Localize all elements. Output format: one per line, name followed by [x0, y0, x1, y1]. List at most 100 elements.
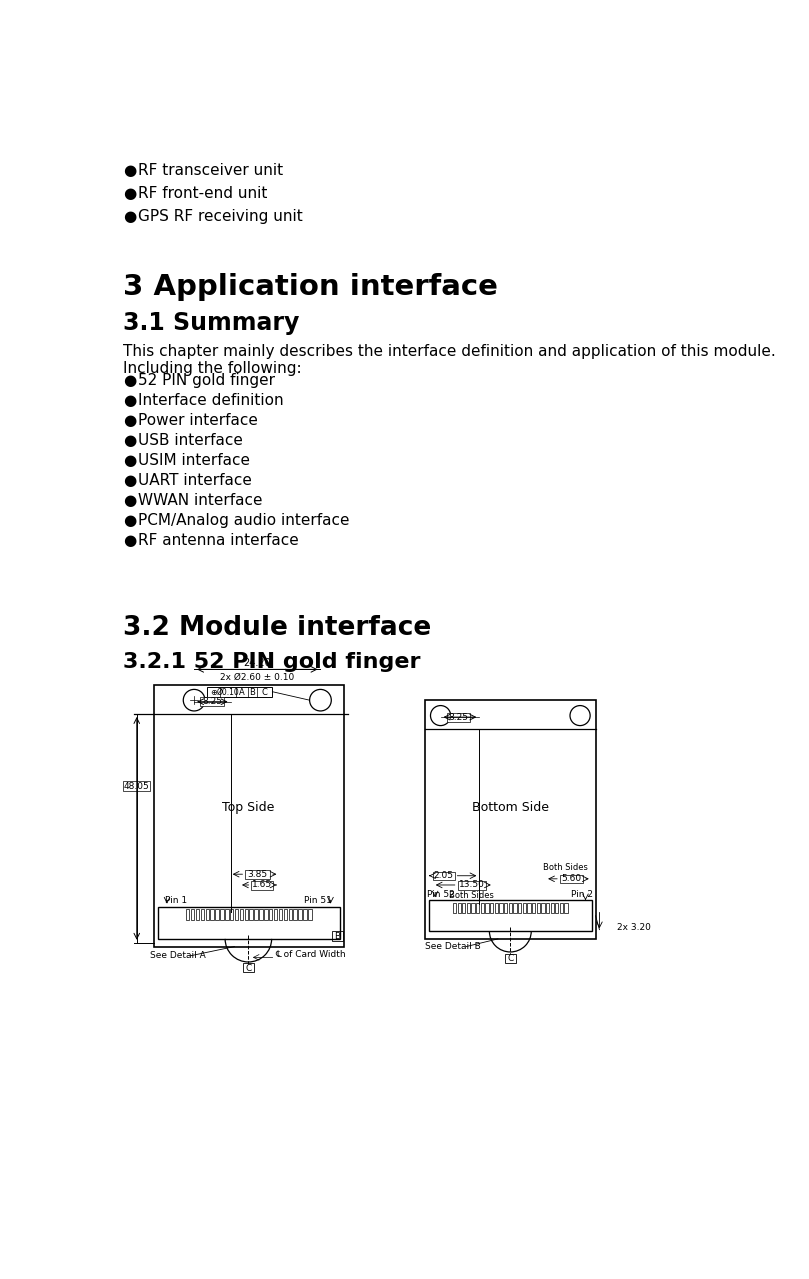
- Bar: [514, 903, 517, 913]
- Bar: [447, 712, 470, 721]
- Bar: [259, 909, 263, 920]
- Text: USIM interface: USIM interface: [138, 453, 250, 468]
- Bar: [523, 903, 526, 913]
- Text: 3.85: 3.85: [248, 870, 268, 879]
- Bar: [532, 903, 536, 913]
- Bar: [220, 909, 223, 920]
- Text: This chapter mainly describes the interface definition and application of this m: This chapter mainly describes the interf…: [123, 344, 776, 359]
- Bar: [565, 903, 568, 913]
- Bar: [551, 903, 554, 913]
- Bar: [509, 903, 512, 913]
- Text: 8.25: 8.25: [202, 697, 222, 706]
- Text: B: B: [249, 688, 255, 697]
- Text: ⊕: ⊕: [210, 688, 217, 697]
- Bar: [462, 903, 465, 913]
- Bar: [235, 909, 239, 920]
- Text: Ø0.10: Ø0.10: [217, 688, 239, 697]
- Bar: [332, 931, 343, 941]
- Text: 1.65: 1.65: [252, 880, 273, 889]
- Bar: [453, 903, 456, 913]
- Text: 2x Ø2.60 ± 0.10: 2x Ø2.60 ± 0.10: [220, 673, 294, 682]
- Text: Pin 1: Pin 1: [166, 895, 188, 904]
- Bar: [499, 903, 502, 913]
- Bar: [206, 687, 273, 697]
- Bar: [245, 870, 270, 879]
- Bar: [279, 909, 282, 920]
- Bar: [191, 909, 194, 920]
- Text: Including the following:: Including the following:: [123, 362, 302, 376]
- Text: ℄ of Card Width: ℄ of Card Width: [276, 950, 346, 959]
- Text: ●: ●: [123, 162, 136, 178]
- Bar: [264, 909, 268, 920]
- Bar: [274, 909, 277, 920]
- Text: ●: ●: [123, 533, 136, 549]
- Text: ●: ●: [123, 473, 136, 489]
- Bar: [458, 903, 461, 913]
- Text: RF front-end unit: RF front-end unit: [138, 185, 268, 201]
- Text: 52 PIN gold finger: 52 PIN gold finger: [138, 373, 275, 388]
- Bar: [186, 909, 189, 920]
- Text: 3.1 Summary: 3.1 Summary: [123, 311, 299, 335]
- Bar: [308, 909, 311, 920]
- Text: See Detail A: See Detail A: [150, 952, 205, 961]
- Text: 2x 3.20: 2x 3.20: [617, 923, 651, 932]
- Text: Pin 51: Pin 51: [304, 895, 332, 904]
- Bar: [485, 903, 489, 913]
- Text: 3.2 Module interface: 3.2 Module interface: [123, 615, 431, 642]
- Text: Interface definition: Interface definition: [138, 393, 284, 408]
- Text: Pin 52: Pin 52: [427, 890, 455, 899]
- Text: B: B: [334, 932, 341, 941]
- Bar: [481, 903, 484, 913]
- Bar: [244, 909, 248, 920]
- Bar: [560, 875, 583, 884]
- Bar: [230, 909, 234, 920]
- Text: Pin 2: Pin 2: [571, 890, 593, 899]
- Text: C: C: [507, 954, 514, 963]
- Text: GPS RF receiving unit: GPS RF receiving unit: [138, 210, 303, 224]
- Bar: [252, 881, 273, 890]
- Bar: [196, 909, 199, 920]
- Bar: [505, 954, 516, 963]
- Bar: [225, 909, 228, 920]
- Bar: [201, 909, 204, 920]
- Text: RF transceiver unit: RF transceiver unit: [138, 162, 283, 178]
- Text: 8.25: 8.25: [448, 712, 468, 721]
- Text: ●: ●: [123, 434, 136, 448]
- Bar: [299, 909, 302, 920]
- Bar: [154, 684, 344, 946]
- Bar: [425, 700, 595, 939]
- Bar: [205, 909, 209, 920]
- Bar: [433, 872, 455, 880]
- Bar: [239, 909, 244, 920]
- Bar: [429, 900, 591, 931]
- Bar: [158, 907, 340, 939]
- Bar: [123, 781, 150, 790]
- Bar: [541, 903, 544, 913]
- Bar: [210, 909, 214, 920]
- Text: USB interface: USB interface: [138, 434, 244, 448]
- Bar: [243, 963, 254, 972]
- Text: PCM/Analog audio interface: PCM/Analog audio interface: [138, 513, 349, 528]
- Bar: [527, 903, 531, 913]
- Text: ●: ●: [123, 393, 136, 408]
- Text: ●: ●: [123, 513, 136, 528]
- Bar: [215, 909, 218, 920]
- Text: Both Sides: Both Sides: [449, 891, 494, 900]
- Text: ●: ●: [123, 453, 136, 468]
- Text: Power interface: Power interface: [138, 413, 258, 428]
- Text: ●: ●: [123, 413, 136, 428]
- Bar: [254, 909, 258, 920]
- Bar: [303, 909, 307, 920]
- Text: Bottom Side: Bottom Side: [472, 802, 549, 815]
- Text: C: C: [262, 688, 268, 697]
- Text: Top Side: Top Side: [222, 802, 274, 815]
- Bar: [490, 903, 493, 913]
- Bar: [555, 903, 558, 913]
- Text: A: A: [239, 688, 244, 697]
- Bar: [249, 909, 253, 920]
- Text: RF antenna interface: RF antenna interface: [138, 533, 299, 549]
- Bar: [560, 903, 563, 913]
- Text: ●: ●: [123, 373, 136, 388]
- Bar: [504, 903, 507, 913]
- Bar: [495, 903, 498, 913]
